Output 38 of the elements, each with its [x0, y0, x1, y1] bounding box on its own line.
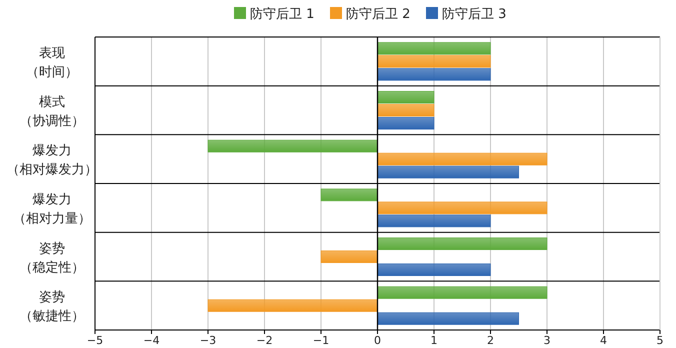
- bar: [320, 250, 378, 263]
- y-tick-label: 姿势（稳定性）: [20, 241, 84, 276]
- x-tick-label: 4: [600, 334, 607, 347]
- y-tick-label: 模式（协调性）: [20, 94, 84, 129]
- bar: [377, 286, 548, 299]
- legend-label: 防守后卫 3: [442, 7, 506, 22]
- x-tick-label: −5: [86, 334, 104, 347]
- bar: [208, 299, 378, 312]
- bar: [377, 152, 548, 166]
- y-tick-label: 爆发力（相对力量）: [13, 192, 91, 226]
- bar: [377, 166, 519, 178]
- y-tick-label: 姿势（敏捷性）: [20, 290, 84, 324]
- bar: [377, 117, 434, 130]
- x-tick-label: 1: [430, 334, 438, 347]
- x-tick-label: 2: [487, 334, 494, 347]
- x-tick-label: −4: [143, 334, 160, 347]
- bar: [377, 68, 491, 81]
- x-tick-label: −3: [200, 334, 216, 347]
- y-tick-label: 爆发力（相对爆发力）: [6, 144, 98, 178]
- x-tick-label: 3: [544, 334, 550, 347]
- x-tick-label: 5: [656, 334, 664, 347]
- y-tick-label: 表现（时间）: [26, 46, 78, 80]
- bar: [208, 140, 378, 152]
- bar: [320, 188, 378, 202]
- legend-label: 防守后卫 2: [346, 7, 410, 22]
- bar: [377, 55, 491, 68]
- bar: [377, 238, 548, 250]
- bar: [377, 42, 491, 55]
- x-tick-label: −1: [312, 334, 330, 347]
- x-tick-label: 0: [374, 334, 381, 347]
- bar: [377, 104, 434, 116]
- bar: [377, 202, 548, 214]
- x-tick-label: −2: [256, 334, 273, 347]
- bar: [377, 91, 434, 104]
- bar: [377, 214, 491, 228]
- bar: [377, 264, 491, 276]
- bar: [377, 312, 519, 325]
- legend-label: 防守后卫 1: [250, 7, 314, 22]
